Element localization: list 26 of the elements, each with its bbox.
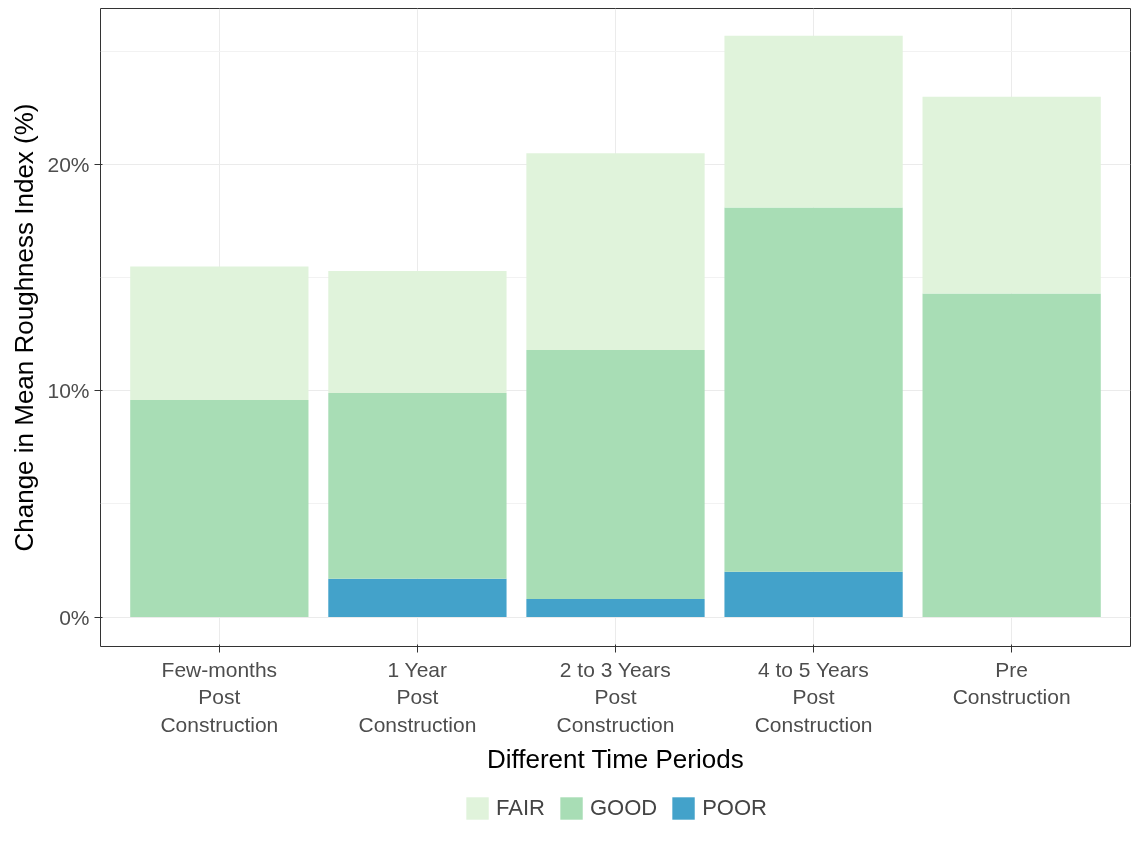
bar (922, 293, 1101, 618)
bar (328, 578, 507, 618)
bar (130, 399, 309, 618)
x-axis-title: Different Time Periods (486, 743, 744, 774)
y-axis-title: Change in Mean Roughness Index (%) (9, 103, 40, 552)
bar (526, 153, 705, 351)
bar (130, 266, 309, 400)
legend-label: FAIR (496, 795, 545, 821)
bar (526, 350, 705, 599)
bar (724, 207, 903, 572)
bar (724, 571, 903, 618)
y-tick-label: 20% (47, 153, 90, 177)
legend-label: POOR (702, 795, 767, 821)
bar (328, 393, 507, 579)
x-tick-label: 4 to 5 Years Post Construction (754, 657, 873, 736)
x-tick-label: Few-months Post Construction (160, 657, 279, 736)
y-tick-label: 10% (47, 379, 90, 403)
bar (724, 35, 903, 208)
x-tick-label: 2 to 3 Years Post Construction (556, 657, 675, 736)
legend-label: GOOD (589, 795, 658, 821)
bar (328, 270, 507, 394)
bar (526, 598, 705, 618)
bar (922, 96, 1101, 294)
x-tick-label: 1 Year Post Construction (358, 657, 477, 736)
y-tick-label: 0% (59, 605, 90, 629)
x-tick-label: Pre Construction (952, 657, 1071, 709)
